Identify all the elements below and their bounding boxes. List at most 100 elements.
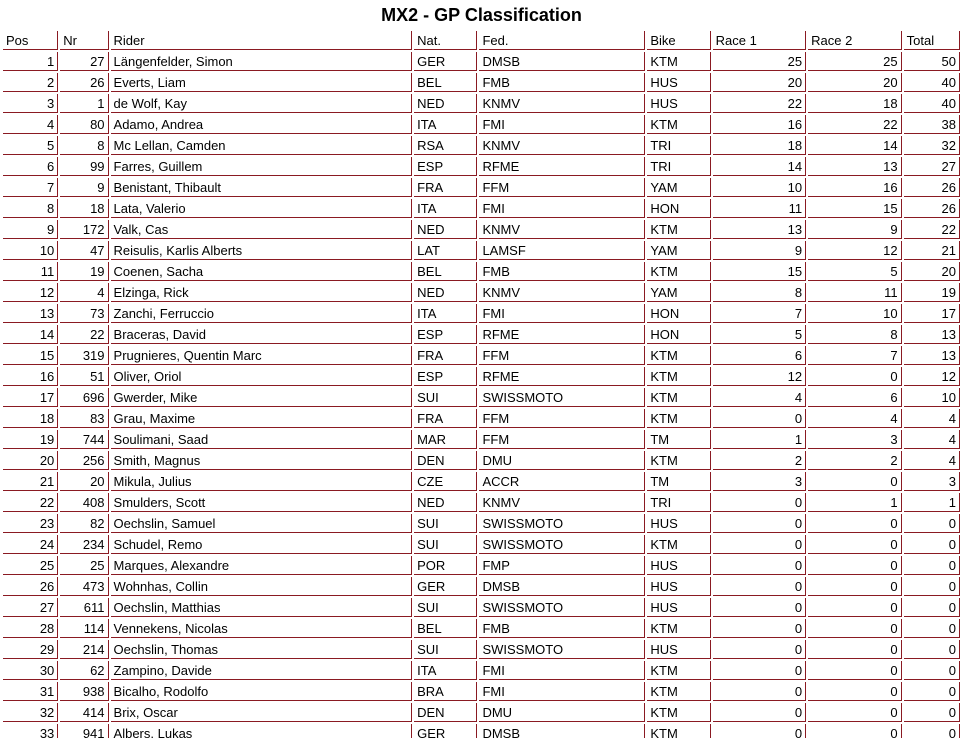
table-row: 24 234 Schudel, Remo SUI SWISSMOTO KTM 0 0 0	[3, 535, 960, 554]
cell-race1: 0	[712, 661, 807, 680]
cell-rider: Valk, Cas	[110, 220, 413, 239]
cell-bike: KTM	[647, 115, 711, 134]
cell-total: 10	[903, 388, 960, 407]
cell-total: 38	[903, 115, 960, 134]
table-row: 15 319 Prugnieres, Quentin Marc FRA FFM KTM 6 7…	[3, 346, 960, 365]
cell-fed: SWISSMOTO	[479, 535, 646, 554]
cell-rider: Wohnhas, Collin	[110, 577, 413, 596]
cell-race1: 0	[712, 703, 807, 722]
cell-pos: 27	[3, 598, 59, 617]
cell-rider: Prugnieres, Quentin Marc	[110, 346, 413, 365]
column-header-race1: Race 1	[712, 31, 807, 50]
cell-race2: 9	[808, 220, 902, 239]
cell-total: 17	[903, 304, 960, 323]
cell-race2: 25	[808, 52, 902, 71]
cell-race2: 0	[808, 640, 902, 659]
cell-race1: 7	[712, 304, 807, 323]
cell-rider: Bicalho, Rodolfo	[110, 682, 413, 701]
cell-rider: Smulders, Scott	[110, 493, 413, 512]
cell-pos: 19	[3, 430, 59, 449]
cell-bike: KTM	[647, 703, 711, 722]
cell-rider: Benistant, Thibault	[110, 178, 413, 197]
cell-total: 50	[903, 52, 960, 71]
table-row: 22 408 Smulders, Scott NED KNMV TRI 0 1 1	[3, 493, 960, 512]
cell-bike: KTM	[647, 619, 711, 638]
cell-race2: 11	[808, 283, 902, 302]
cell-race2: 6	[808, 388, 902, 407]
cell-bike: KTM	[647, 262, 711, 281]
cell-fed: KNMV	[479, 283, 646, 302]
cell-total: 12	[903, 367, 960, 386]
cell-fed: SWISSMOTO	[479, 598, 646, 617]
cell-bike: KTM	[647, 682, 711, 701]
cell-nat: ESP	[414, 367, 478, 386]
cell-race1: 4	[712, 388, 807, 407]
cell-bike: TM	[647, 472, 711, 491]
cell-nat: DEN	[414, 451, 478, 470]
cell-rider: Schudel, Remo	[110, 535, 413, 554]
cell-pos: 30	[3, 661, 59, 680]
cell-race1: 1	[712, 430, 807, 449]
cell-fed: DMSB	[479, 577, 646, 596]
cell-race2: 5	[808, 262, 902, 281]
cell-race1: 9	[712, 241, 807, 260]
cell-race2: 13	[808, 157, 902, 176]
cell-race2: 0	[808, 661, 902, 680]
cell-race1: 11	[712, 199, 807, 218]
cell-rider: Oliver, Oriol	[110, 367, 413, 386]
column-header-bike: Bike	[647, 31, 711, 50]
cell-nat: ITA	[414, 304, 478, 323]
cell-nr: 414	[60, 703, 109, 722]
cell-pos: 18	[3, 409, 59, 428]
cell-pos: 33	[3, 724, 59, 738]
cell-bike: KTM	[647, 220, 711, 239]
cell-pos: 3	[3, 94, 59, 113]
cell-race1: 22	[712, 94, 807, 113]
cell-race1: 5	[712, 325, 807, 344]
cell-race2: 22	[808, 115, 902, 134]
cell-total: 0	[903, 703, 960, 722]
cell-nat: LAT	[414, 241, 478, 260]
cell-nr: 8	[60, 136, 109, 155]
cell-race1: 18	[712, 136, 807, 155]
cell-nr: 73	[60, 304, 109, 323]
cell-nat: ITA	[414, 661, 478, 680]
cell-nr: 214	[60, 640, 109, 659]
cell-pos: 13	[3, 304, 59, 323]
table-row: 17 696 Gwerder, Mike SUI SWISSMOTO KTM 4 6 10	[3, 388, 960, 407]
cell-rider: de Wolf, Kay	[110, 94, 413, 113]
cell-total: 26	[903, 178, 960, 197]
cell-total: 40	[903, 94, 960, 113]
cell-race1: 0	[712, 535, 807, 554]
cell-nr: 27	[60, 52, 109, 71]
cell-fed: ACCR	[479, 472, 646, 491]
cell-race1: 0	[713, 724, 807, 738]
cell-nat: DEN	[414, 703, 478, 722]
cell-rider: Zampino, Davide	[110, 661, 413, 680]
cell-bike: TM	[647, 430, 711, 449]
table-row: 26 473 Wohnhas, Collin GER DMSB HUS 0 0 0	[3, 577, 960, 596]
table-row: 19 744 Soulimani, Saad MAR FFM TM 1 3 4	[3, 430, 960, 449]
cell-nat: ITA	[414, 199, 478, 218]
cell-pos: 4	[3, 115, 59, 134]
cell-nr: 938	[60, 682, 109, 701]
cell-race2: 0	[808, 514, 902, 533]
column-header-fed: Fed.	[479, 31, 646, 50]
cell-bike: KTM	[647, 346, 711, 365]
cell-fed: FMB	[479, 73, 646, 92]
cell-fed: FMB	[479, 262, 646, 281]
cell-total: 13	[903, 325, 960, 344]
cell-nat: SUI	[414, 514, 478, 533]
cell-race2: 0	[808, 577, 902, 596]
cell-fed: RFME	[479, 367, 646, 386]
cell-rider: Farres, Guillem	[110, 157, 413, 176]
cell-fed: DMSB	[479, 52, 646, 71]
cell-race2: 16	[808, 178, 902, 197]
cell-race1: 0	[712, 598, 807, 617]
cell-pos: 6	[3, 157, 59, 176]
column-header-rider: Rider	[110, 31, 413, 50]
table-row: 32 414 Brix, Oscar DEN DMU KTM 0 0 0	[3, 703, 960, 722]
table-row: 23 82 Oechslin, Samuel SUI SWISSMOTO HUS 0 0 0	[3, 514, 960, 533]
cell-race1: 3	[712, 472, 807, 491]
